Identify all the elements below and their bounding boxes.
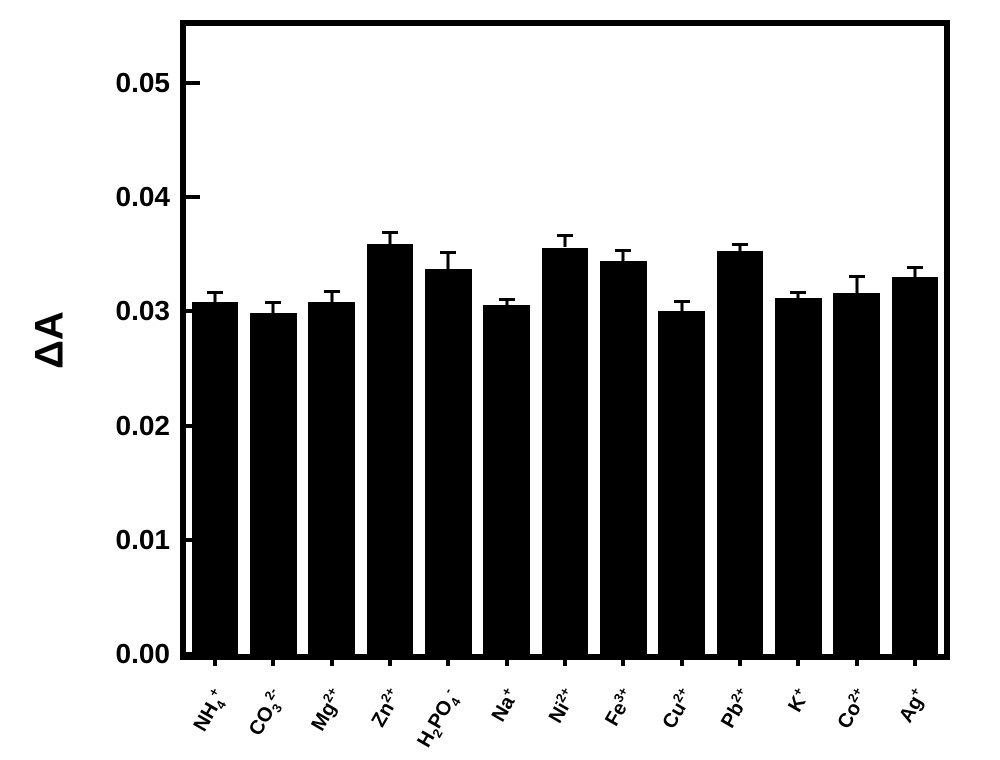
bar (250, 313, 297, 654)
error-bar-cap (849, 275, 865, 278)
bar (833, 293, 880, 654)
x-tick-label: Co2+ (831, 684, 874, 733)
error-bar-cap (382, 231, 398, 234)
x-tick-mark (621, 654, 625, 666)
x-tick-label: Fe3+ (599, 684, 640, 730)
bar (367, 244, 414, 654)
x-tick-mark (446, 654, 450, 666)
y-tick-label: 0.00 (80, 638, 170, 670)
y-axis-title: ΔA (28, 311, 73, 369)
x-tick-mark (855, 654, 859, 666)
error-bar-cap (265, 301, 281, 304)
bar (308, 302, 355, 654)
x-tick-mark (213, 654, 217, 666)
error-bar-cap (615, 249, 631, 252)
error-bar-cap (907, 266, 923, 269)
x-tick-mark (330, 654, 334, 666)
x-tick-label: Zn2+ (365, 684, 407, 731)
x-tick-mark (563, 654, 567, 666)
x-tick-label: Cu2+ (656, 684, 699, 733)
bar (717, 251, 764, 654)
x-tick-label: Pb2+ (715, 684, 757, 732)
y-tick-label: 0.04 (80, 181, 170, 213)
x-tick-label: Ag+ (893, 684, 932, 727)
error-bar-cap (732, 243, 748, 246)
x-tick-label: Na+ (485, 684, 524, 726)
bar (425, 269, 472, 654)
x-tick-label: CO32- (243, 685, 291, 741)
error-bar-cap (674, 300, 690, 303)
x-tick-mark (913, 654, 917, 666)
bar (192, 302, 239, 654)
x-tick-label: Ni2+ (542, 684, 582, 727)
bar (542, 248, 589, 654)
x-tick-mark (796, 654, 800, 666)
error-bar-cap (440, 251, 456, 254)
error-bar-cap (499, 298, 515, 301)
plot-area (186, 26, 944, 654)
x-tick-mark (271, 654, 275, 666)
x-tick-label: NH4+ (187, 685, 233, 737)
x-tick-mark (738, 654, 742, 666)
bar (483, 305, 530, 654)
x-tick-label: H2PO4- (411, 685, 466, 753)
bar (775, 298, 822, 654)
bar (658, 311, 705, 654)
x-tick-mark (388, 654, 392, 666)
x-tick-mark (680, 654, 684, 666)
x-tick-label: Mg2+ (305, 684, 349, 735)
y-tick-label: 0.03 (80, 295, 170, 327)
error-bar-cap (207, 291, 223, 294)
bar (600, 261, 647, 654)
error-bar-stem (855, 276, 858, 293)
error-bar-stem (447, 252, 450, 269)
bar (892, 277, 939, 654)
y-tick-label: 0.05 (80, 67, 170, 99)
chart-container: ΔA 0.00 0.01 0.02 0.03 0.04 0.05 NH4+CO32- Mg2… (0, 0, 1000, 760)
x-tick-label: K+ (782, 684, 815, 716)
y-tick-label: 0.01 (80, 524, 170, 556)
error-bar-cap (790, 291, 806, 294)
x-tick-mark (505, 654, 509, 666)
error-bar-cap (324, 290, 340, 293)
y-tick-label: 0.02 (80, 410, 170, 442)
error-bar-cap (557, 234, 573, 237)
